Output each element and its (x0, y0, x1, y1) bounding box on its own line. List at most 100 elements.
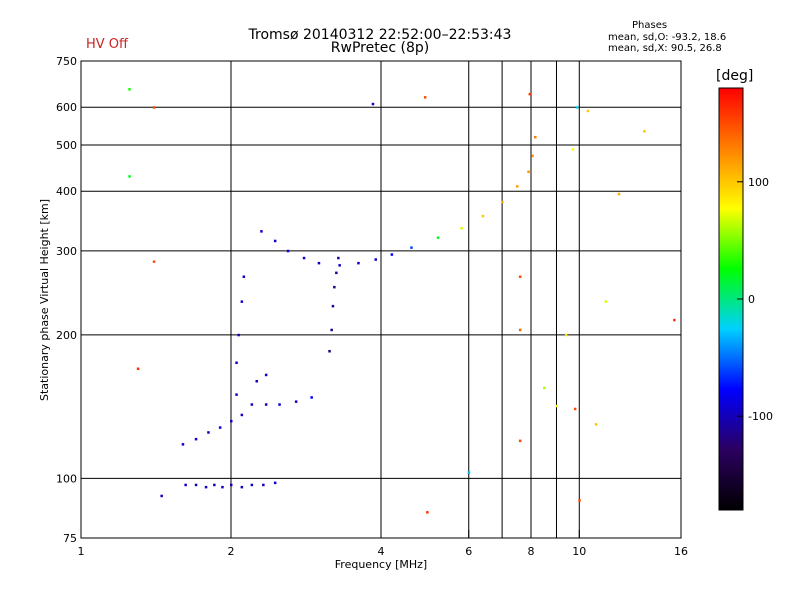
data-point (181, 443, 185, 446)
data-point (516, 185, 519, 188)
data-point (237, 333, 240, 337)
data-point (673, 318, 676, 322)
data-point (264, 403, 268, 406)
data-point (501, 200, 504, 204)
data-point (571, 148, 575, 151)
x-tick-label: 4 (378, 545, 385, 558)
y-tick-label: 200 (56, 329, 77, 342)
x-tick-label: 6 (465, 545, 472, 558)
colorbar-unit-label: [deg] (716, 68, 754, 84)
plot-subtitle: RwPretec (8p) (330, 40, 430, 56)
data-point (262, 483, 265, 487)
data-point (423, 96, 427, 99)
x-tick-label: 16 (674, 545, 688, 558)
data-point (128, 88, 131, 91)
data-point (240, 485, 244, 489)
data-point (518, 328, 522, 332)
data-point (518, 275, 522, 278)
data-point (250, 403, 254, 406)
phase-stats-o: mean, sd,O: -93.2, 18.6 (608, 32, 727, 43)
y-tick-label: 400 (56, 185, 77, 198)
data-point (534, 135, 537, 139)
data-point (328, 350, 331, 353)
data-point (264, 373, 268, 377)
data-point (317, 261, 321, 265)
data-point (128, 175, 131, 178)
data-point (302, 256, 306, 260)
data-point (152, 106, 156, 109)
x-axis-ticks: 1 2 4 6 8 10 16 (78, 530, 688, 558)
data-point (338, 264, 341, 267)
data-points (128, 88, 676, 514)
data-point (221, 485, 224, 489)
data-point (481, 214, 485, 218)
y-tick-label: 100 (56, 472, 77, 485)
data-point (335, 271, 338, 275)
data-point (136, 367, 140, 370)
data-point (436, 236, 440, 239)
data-point (531, 154, 534, 158)
y-tick-label: 75 (63, 532, 77, 545)
data-point (204, 485, 208, 489)
data-point (337, 256, 340, 260)
data-point (213, 483, 216, 487)
data-point (543, 386, 546, 390)
colorbar-tick-label: 100 (748, 176, 769, 189)
colorbar-tick-label: 0 (748, 293, 755, 306)
data-point (564, 333, 568, 337)
colorbar-ticks: -100 0 100 (737, 176, 773, 423)
hv-status-label: HV Off (86, 37, 128, 52)
data-point (390, 253, 394, 256)
data-point (230, 483, 233, 487)
data-point (460, 227, 463, 230)
y-tick-label: 300 (56, 245, 77, 258)
data-point (152, 260, 156, 263)
data-point (555, 404, 558, 408)
x-tick-label: 8 (528, 545, 535, 558)
data-point (518, 439, 522, 443)
data-point (160, 494, 163, 498)
data-point (578, 499, 581, 502)
data-point (235, 361, 238, 364)
data-point (184, 483, 187, 487)
data-point (528, 92, 532, 96)
data-point (194, 437, 198, 441)
y-tick-label: 750 (56, 55, 77, 68)
phase-stats-x: mean, sd,X: 90.5, 26.8 (608, 43, 722, 54)
data-point (273, 239, 277, 243)
data-point (594, 423, 598, 426)
data-point (310, 396, 313, 399)
data-point (330, 328, 333, 332)
data-point (194, 483, 198, 487)
data-point (527, 170, 530, 173)
data-point (294, 400, 298, 403)
data-point (240, 413, 244, 417)
phase-stats-heading: Phases (632, 20, 668, 31)
data-point (207, 431, 210, 434)
y-tick-label: 500 (56, 139, 77, 152)
y-tick-label: 600 (56, 101, 77, 114)
x-tick-label: 2 (228, 545, 235, 558)
data-point (278, 403, 281, 406)
data-point (286, 249, 290, 253)
data-point (255, 380, 258, 383)
data-point (617, 192, 621, 196)
data-point (357, 261, 360, 265)
y-axis-ticks: 75 100 200 300 400 500 600 750 (56, 55, 77, 545)
data-point (604, 300, 608, 303)
data-point (576, 106, 579, 109)
data-point (643, 130, 646, 133)
data-point (260, 230, 263, 233)
data-point (467, 471, 471, 474)
y-axis-label: Stationary phase Virtual Height [km] (38, 199, 51, 401)
data-point (374, 258, 377, 261)
data-point (333, 285, 336, 289)
data-point (240, 300, 244, 303)
data-point (235, 393, 238, 396)
data-point (371, 102, 375, 106)
grid-lines (81, 61, 681, 538)
data-point (331, 304, 335, 308)
data-point (242, 275, 246, 278)
x-tick-label: 10 (572, 545, 586, 558)
